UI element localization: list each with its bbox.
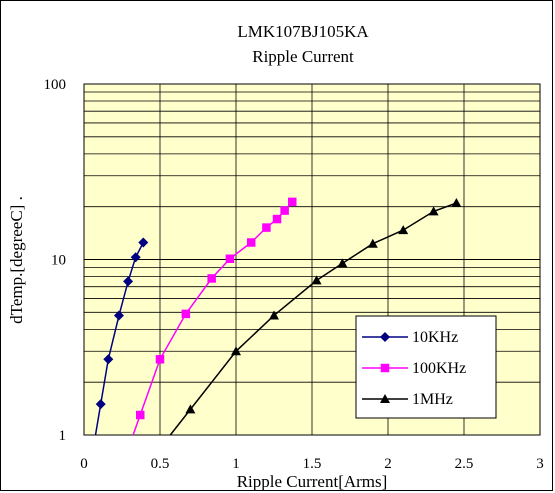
series-10KHz xyxy=(94,237,149,436)
y-axis-ticks: 1 10 100 xyxy=(44,77,67,444)
y-tick-label: 10 xyxy=(51,253,66,269)
data-point xyxy=(380,394,390,403)
chart-subtitle: Ripple Current xyxy=(252,47,354,66)
x-tick-label: 1.5 xyxy=(303,456,322,472)
data-point xyxy=(272,214,282,224)
x-tick-label: 1 xyxy=(232,456,240,472)
data-point xyxy=(246,238,256,247)
data-point xyxy=(451,197,462,207)
data-point xyxy=(95,399,106,410)
legend-label: 100KHz xyxy=(412,360,466,377)
series-100KHz xyxy=(132,197,297,436)
legend-item: 100KHz xyxy=(362,360,466,377)
data-point xyxy=(135,410,145,420)
data-point xyxy=(337,258,348,268)
x-tick-label: 0 xyxy=(80,456,88,472)
data-point xyxy=(428,206,439,216)
data-point xyxy=(287,197,297,207)
data-point xyxy=(269,310,279,320)
data-point xyxy=(103,354,114,365)
x-axis-ticks: 0 0.5 1 1.5 2 2.5 3 xyxy=(80,456,544,472)
legend-box xyxy=(355,315,497,419)
chart-title: LMK107BJ105KA xyxy=(237,22,369,41)
y-tick-label: 1 xyxy=(59,428,67,444)
x-tick-label: 2 xyxy=(384,456,392,472)
data-point xyxy=(185,404,196,414)
data-point xyxy=(380,332,390,342)
legend: 10KHz 100KHz 1MHz xyxy=(355,315,497,419)
y-tick-label: 100 xyxy=(44,77,67,93)
data-point xyxy=(130,252,141,263)
data-point xyxy=(225,254,235,263)
data-point xyxy=(207,274,216,283)
data-point xyxy=(367,238,378,248)
data-point xyxy=(262,223,271,232)
data-point xyxy=(113,310,124,321)
series-1MHz xyxy=(169,197,462,436)
data-point xyxy=(280,206,289,215)
legend-item: 10KHz xyxy=(362,329,458,346)
y-axis-label: dTemp.[degreeC] . xyxy=(7,196,26,324)
legend-items: 10KHz 100KHz 1MHz xyxy=(362,329,466,408)
data-point xyxy=(181,309,191,319)
x-tick-label: 2.5 xyxy=(455,456,474,472)
series-layer xyxy=(94,197,462,436)
x-tick-label: 3 xyxy=(536,456,544,472)
data-point xyxy=(123,276,134,287)
data-point xyxy=(231,346,241,356)
grid-lines xyxy=(84,84,540,435)
legend-label: 10KHz xyxy=(412,329,458,346)
data-point xyxy=(311,275,322,285)
series-line xyxy=(169,202,457,436)
x-tick-label: 0.5 xyxy=(151,456,170,472)
data-point xyxy=(380,363,390,373)
legend-item: 1MHz xyxy=(362,391,453,408)
data-point xyxy=(398,225,409,235)
legend-label: 1MHz xyxy=(412,391,453,408)
data-point xyxy=(155,355,165,364)
x-axis-label: Ripple Current[Arms] xyxy=(237,472,388,491)
data-point xyxy=(138,237,149,248)
